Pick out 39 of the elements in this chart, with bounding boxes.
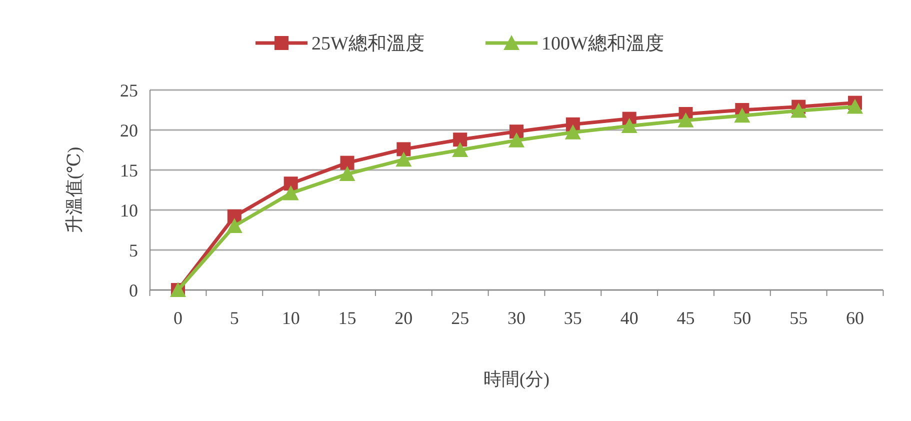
point xyxy=(339,166,356,181)
point xyxy=(396,142,411,156)
x-tick-label: 5 xyxy=(230,308,239,328)
y-tick-label: 0 xyxy=(129,280,138,300)
point xyxy=(621,118,638,133)
legend-label: 100W總和溫度 xyxy=(542,32,664,55)
x-axis-title: 時間(分) xyxy=(484,369,550,389)
x-tick-label: 35 xyxy=(564,308,582,328)
point xyxy=(564,124,581,140)
point xyxy=(847,98,863,114)
y-tick-label: 20 xyxy=(120,120,138,140)
x-tick-label: 20 xyxy=(394,308,413,328)
point xyxy=(790,102,807,118)
y-axis-title: 升溫值(℃) xyxy=(64,146,84,234)
x-tick-label: 60 xyxy=(846,308,864,328)
point xyxy=(284,176,298,191)
point xyxy=(396,152,412,167)
x-tick-label: 45 xyxy=(676,308,695,328)
x-tick-label: 15 xyxy=(338,308,356,328)
legend-label: 25W總和溫度 xyxy=(312,32,424,55)
point xyxy=(734,108,750,123)
y-tick-label: 5 xyxy=(129,240,138,260)
point xyxy=(678,112,694,128)
y-tick-label: 10 xyxy=(120,200,138,220)
x-tick-label: 40 xyxy=(620,308,638,328)
x-tick-label: 0 xyxy=(174,308,182,328)
x-tick-label: 10 xyxy=(282,308,300,328)
point xyxy=(452,142,468,157)
x-tick-label: 30 xyxy=(508,308,526,328)
point xyxy=(453,132,468,147)
point xyxy=(226,218,242,233)
point xyxy=(340,156,354,170)
x-tick-label: 55 xyxy=(790,308,808,328)
point xyxy=(508,132,524,148)
y-tick-label: 15 xyxy=(120,160,138,180)
y-tick-label: 25 xyxy=(120,80,138,100)
x-tick-label: 25 xyxy=(451,308,470,328)
x-tick-label: 50 xyxy=(733,308,752,328)
point xyxy=(282,185,299,200)
